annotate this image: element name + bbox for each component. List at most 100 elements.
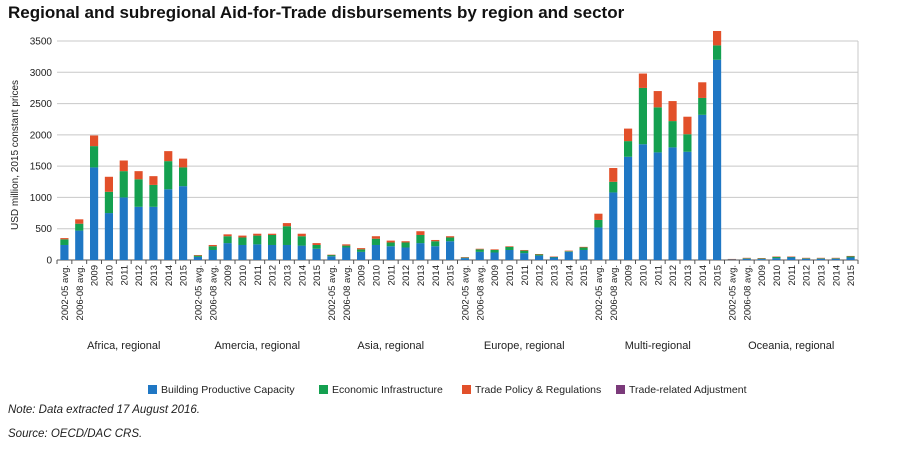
bar-segment [727,258,736,260]
y-tick-label: 1000 [30,193,53,204]
x-tick-label: 2015 [713,265,724,286]
bar-segment [475,248,484,250]
y-tick-label: 0 [46,256,52,267]
bar-segment [327,254,336,257]
bar-segment [683,134,692,152]
x-tick-label: 2010 [772,265,783,286]
source: Source: OECD/DAC CRS. [8,428,143,440]
bar-segment [342,247,351,260]
bar-segment [446,241,455,260]
bar-segment [149,176,158,185]
bar-segment [742,257,751,259]
bar-segment [579,246,588,248]
x-tick-label: 2014 [297,265,308,286]
bar-segment [208,246,217,250]
y-tick-label: 3000 [30,68,53,79]
bar-segment [698,82,707,98]
bar-segment [535,254,544,255]
bar-segment [520,250,529,254]
x-axis: 2002-05 avg. 2006-08 avg. 2009 2010 2011 2012… [56,260,859,320]
bar-segment [446,237,455,242]
x-tick-label: 2015 [179,265,190,286]
x-tick-label: 2011 [787,265,798,285]
bar-segment [193,254,202,256]
bar-segment [357,251,366,260]
x-tick-label: 2013 [282,265,293,286]
bar-segment [60,238,69,240]
bar-segment [520,253,529,260]
legend-swatch [148,385,157,394]
x-tick-label: 2009 [90,265,101,286]
bar-segment [816,258,825,259]
legend-swatch [462,385,471,394]
group-label: Multi-regional [625,340,691,352]
bar-segment [134,171,143,180]
bar-segment [698,114,707,260]
bar-segment [831,257,840,259]
bar-segment [624,128,633,142]
bar-segment [149,184,158,207]
x-tick-label: 2012 [668,265,679,286]
x-tick-label: 2011 [386,265,397,285]
bar-segment [90,135,99,147]
bar-segment [416,231,425,235]
bar-segment [253,235,262,245]
x-tick-label: 2011 [119,265,130,285]
bar-segment [104,176,113,192]
x-tick-label: 2010 [104,265,115,286]
bar-segment [416,243,425,260]
bar-segment [727,259,736,260]
bar-segment [208,249,217,260]
x-tick-label: 2015 [579,265,590,286]
bar-segment [653,91,662,108]
bar-segment [327,254,336,256]
bar-segment [802,258,811,260]
x-tick-label: 2014 [831,265,842,286]
bar-segment [431,246,440,260]
x-tick-label: 2011 [253,265,264,285]
bar-segment [134,206,143,260]
bar-segment [238,244,247,260]
bar-segment [253,244,262,260]
bar-segment [60,244,69,260]
bar-segment [638,87,647,145]
x-tick-label: 2011 [653,265,664,285]
bar-segment [638,144,647,260]
bar-segment [668,101,677,122]
y-tick-label: 2500 [30,99,53,110]
bar-segment [535,254,544,256]
bar-segment [802,257,811,259]
bar-segment [253,233,262,236]
x-tick-label: 2006-08 avg. [609,265,620,320]
bar-segment [460,258,469,260]
bar-segment [119,171,128,198]
x-tick-label: 2014 [564,265,575,286]
group-label: Europe, regional [484,340,565,352]
bar-segment [104,213,113,260]
bar-segment [357,248,366,250]
bar-segment [638,73,647,88]
bar-segment [787,256,796,258]
x-tick-label: 2009 [357,265,368,286]
bar-segment [446,236,455,238]
bar-segment [742,258,751,260]
bar-segment [475,249,484,252]
bar-segment [594,227,603,260]
bar-segment [609,181,618,193]
legend-label: Trade-related Adjustment [629,384,747,396]
bar-segment [505,246,514,250]
bar-segment [312,248,321,260]
y-tick-label: 2000 [30,130,53,141]
bar-segment [342,244,351,246]
bar-segment [490,252,499,260]
legend-label: Trade Policy & Regulations [475,384,601,396]
bar-segment [312,244,321,249]
bar-segment [802,258,811,259]
note: Note: Data extracted 17 August 2016. [8,404,201,416]
bar-segment [149,206,158,260]
x-tick-label: 2012 [802,265,813,286]
bar-segment [846,255,855,257]
y-axis: 0 500 1000 1500 2000 2500 3000 3500 [30,37,53,267]
bar-segment [490,249,499,253]
bar-segment [416,234,425,244]
